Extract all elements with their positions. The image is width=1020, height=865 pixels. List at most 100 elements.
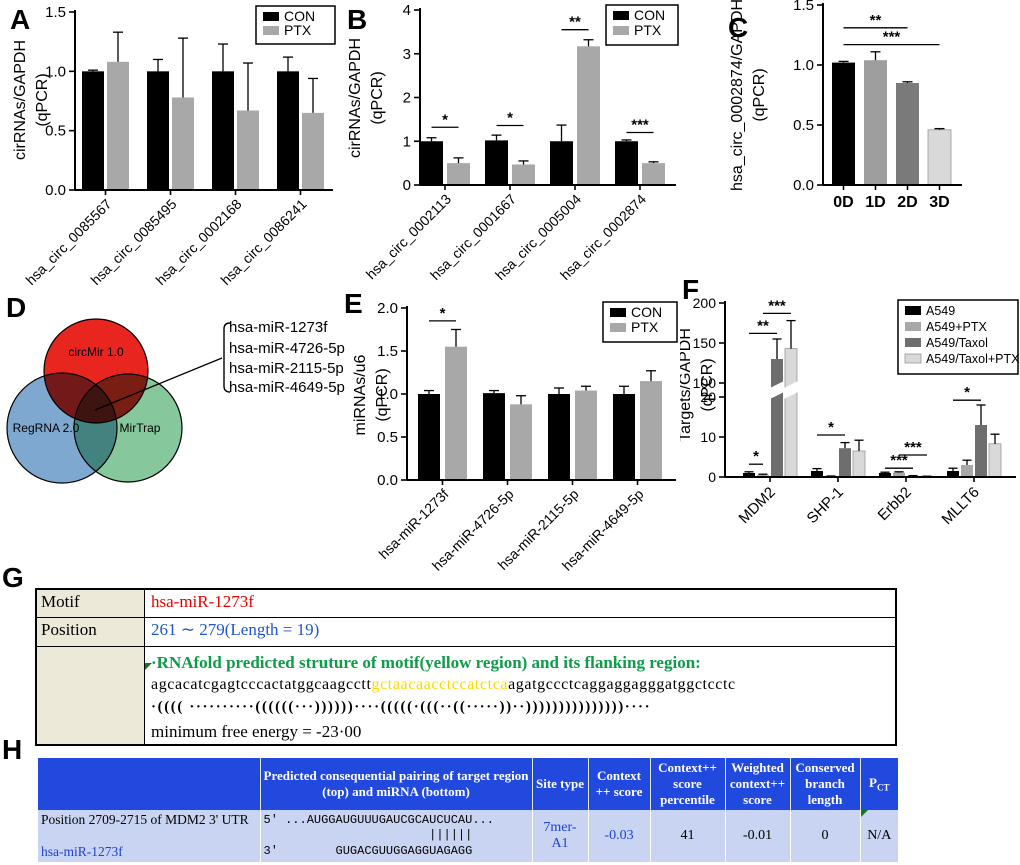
sig-stars: ***	[631, 117, 649, 134]
y-tick-label: 0.5	[793, 117, 814, 134]
axis-break-slash	[784, 381, 798, 399]
y-tick-label: 2.0	[377, 300, 398, 317]
pairing-header: Predicted consequential pairing of targe…	[259, 758, 532, 810]
targetscan-data-row: Position 2709-2715 of MDM2 3' UTR hsa-mi…	[38, 810, 898, 862]
bar	[510, 404, 532, 480]
bar	[852, 450, 866, 478]
venn-connector-line	[94, 357, 223, 411]
x-category-label: SHP-1	[804, 484, 847, 527]
target-position-text: Position 2709-2715 of MDM2 3' UTR	[41, 812, 249, 827]
pairing-cell: 5' ...AUGGAUGUUUGAUCGCAUCUCAU... |||||| …	[259, 810, 532, 862]
bar	[420, 141, 443, 185]
bars	[832, 60, 952, 186]
x-labels: hsa_circ_0002113hsa_circ_0001667hsa_circ…	[363, 185, 649, 283]
weighted-score-header: Weighted context++ score	[724, 758, 790, 810]
bar	[927, 129, 952, 186]
legend-label: CON	[634, 7, 665, 23]
bar	[975, 425, 987, 477]
x-labels: hsa_circ_0085567hsa_circ_0085495hsa_circ…	[22, 190, 310, 288]
svg-text:(qPCR): (qPCR)	[374, 368, 391, 421]
venn-intersection-item: hsa-miR-1273f	[229, 319, 328, 336]
panel-label-e: E	[344, 288, 363, 319]
sig-stars: *	[828, 419, 834, 436]
panel-e-bar-chart: 0.0 0.5 1.0 1.5 2.0 hsa-miR-1273f hsa-miR-4726…	[340, 280, 690, 575]
pct-cell: N/A	[859, 810, 898, 862]
sig-stars: ***	[883, 29, 901, 46]
significance-annotations: *****	[843, 12, 940, 46]
y-tick-label: 1	[403, 133, 411, 150]
bar	[107, 61, 129, 191]
y-tick-label: 150	[693, 335, 717, 351]
svg-text:(qPCR): (qPCR)	[751, 68, 768, 121]
svg-text:hsa_circ_0002874/GAPDH: hsa_circ_0002874/GAPDH	[729, 0, 746, 191]
sig-stars: **	[870, 12, 882, 29]
bar	[893, 472, 905, 477]
axis-break-slash	[770, 381, 784, 399]
error-bars	[424, 328, 656, 405]
bar	[896, 83, 919, 185]
bar	[82, 71, 104, 190]
error-bars	[88, 31, 318, 113]
y-tick-label: 0.0	[793, 177, 814, 194]
venn-set-label: circMir 1.0	[68, 345, 124, 359]
panel-label-b: B	[347, 4, 368, 35]
y-tick-label: 1.0	[45, 63, 66, 80]
panel-b-bar-chart: 0 1 2 3 4 hsa_circ_0002113 hsa_circ_0001667 hsa…	[340, 0, 690, 360]
x-labels: hsa-miR-1273fhsa-miR-4726-5phsa-miR-2115…	[375, 480, 647, 574]
y-tick-label: 0.5	[377, 429, 398, 446]
bar	[640, 381, 662, 480]
bar	[447, 163, 470, 185]
x-category-label: MLLT6	[939, 484, 983, 528]
list-bracket	[223, 322, 231, 393]
context-score-header: Context ++ score	[587, 758, 650, 810]
pct-base: P	[869, 775, 877, 791]
bar	[418, 394, 440, 480]
dot-bracket-structure: ·(((( ··········((((((···))))))····(((((…	[151, 699, 652, 715]
context-score-cell: -0.03	[587, 810, 650, 862]
bar	[577, 46, 600, 185]
bar	[237, 110, 259, 190]
comment-marker-icon	[145, 663, 152, 670]
motif-row-label: Motif	[37, 590, 145, 617]
y-axis-title: Targets/GAPDH (qPCR)	[680, 328, 716, 442]
bar	[784, 348, 798, 478]
structure-row-label	[37, 647, 145, 744]
sig-stars: **	[757, 317, 769, 334]
sig-stars: *	[964, 384, 970, 401]
legend-label: CON	[284, 8, 315, 24]
bar	[947, 471, 959, 477]
bar	[485, 140, 508, 185]
bar	[642, 163, 665, 185]
axes	[724, 301, 1016, 478]
site-type-cell: 7mer-A1	[531, 810, 588, 862]
x-category-label: 3D	[929, 194, 949, 211]
pct-value: N/A	[867, 828, 892, 843]
y-axis-title: hsa_circ_0002874/GAPDH (qPCR)	[729, 0, 768, 191]
seq-motif: gctaacaacctccatctca	[371, 676, 509, 693]
panel-label-d: D	[6, 292, 27, 323]
targetscan-header-row: Predicted consequential pairing of targe…	[38, 758, 898, 810]
seq-flank-right: agatgccctcaggaggagggatggctcctc	[508, 676, 736, 693]
bar	[743, 473, 755, 477]
x-category-label: MDM2	[736, 484, 779, 527]
bar	[864, 60, 887, 186]
y-tick-label: 0	[708, 469, 716, 485]
bar	[548, 394, 570, 480]
legend-label: PTX	[631, 319, 659, 335]
significance-annotations: **************	[749, 297, 981, 469]
venn-set-label: RegRNA 2.0	[13, 421, 80, 435]
position-value: 261 ∼ 279(Length = 19)	[151, 620, 320, 639]
minimum-free-energy: minimum free energy = -23·00	[151, 722, 362, 741]
y-axis-title: miRNAs/u6 (qPCR)	[352, 354, 391, 435]
svg-text:miRNAs/u6: miRNAs/u6	[352, 354, 369, 435]
chart-svg-e: 0.0 0.5 1.0 1.5 2.0 hsa-miR-1273fhsa-miR-4726…	[352, 300, 678, 574]
y-tick-label: 0.5	[45, 123, 66, 140]
panel-c-bar-chart: 0.0 0.5 1.0 1.5 0D 1D 2D 3D hsa_circ_0002874/GAP…	[680, 0, 1020, 245]
venn-diagram: circMir 1.0 RegRNA 2.0 MirTrap	[6, 318, 231, 484]
legend-label: CON	[631, 304, 662, 320]
panel-label-c: C	[728, 12, 749, 43]
venn-intersection-item: hsa-miR-2115-5p	[229, 360, 344, 377]
y-tick-label: 1.0	[377, 386, 398, 403]
